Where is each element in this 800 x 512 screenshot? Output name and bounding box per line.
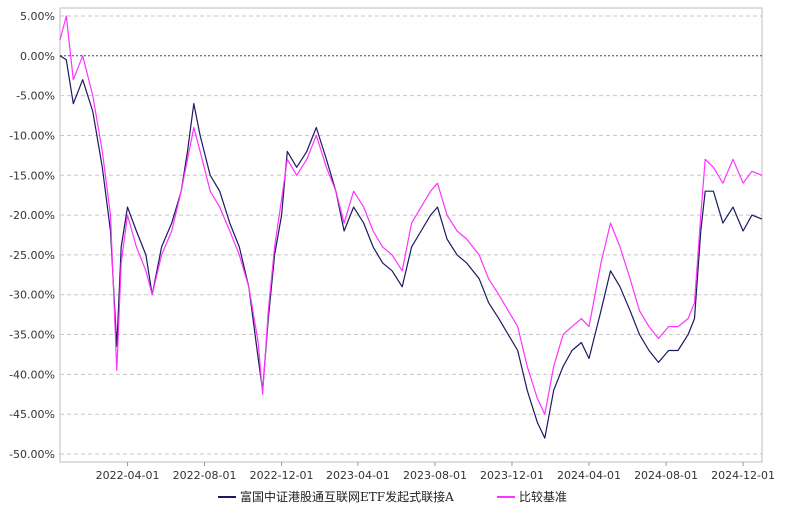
legend-label-benchmark: 比较基准 <box>519 489 567 504</box>
y-tick-label: -30.00% <box>9 289 55 302</box>
x-tick-label: 2022-04-01 <box>96 469 160 482</box>
x-tick-label: 2024-08-01 <box>634 469 698 482</box>
legend: 富国中证港股通互联网ETF发起式联接A 比较基准 <box>218 489 567 504</box>
y-tick-label: 0.00% <box>20 50 55 63</box>
x-tick-label: 2022-08-01 <box>173 469 237 482</box>
x-tick-label: 2023-12-01 <box>480 469 544 482</box>
y-axis-ticks: 5.00% 0.00% -5.00% -10.00% -15.00% -20.00% -25… <box>9 10 55 461</box>
y-tick-label: -50.00% <box>9 448 55 461</box>
series-lines <box>59 15 763 439</box>
legend-label-fund: 富国中证港股通互联网ETF发起式联接A <box>240 489 454 504</box>
y-tick-label: -25.00% <box>9 249 55 262</box>
x-tick-label: 2023-04-01 <box>326 469 390 482</box>
y-tick-label: -45.00% <box>9 408 55 421</box>
y-tick-label: -20.00% <box>9 209 55 222</box>
x-tick-label: 2024-04-01 <box>557 469 621 482</box>
series-line-fund <box>59 55 763 439</box>
x-tick-label: 2023-08-01 <box>403 469 467 482</box>
grid-lines <box>60 15 762 455</box>
plot-frame <box>59 7 763 463</box>
x-tick-label: 2022-12-01 <box>250 469 314 482</box>
x-axis-ticks: 2022-04-01 2022-08-01 2022-12-01 2023-04-01… <box>96 462 775 482</box>
y-tick-label: -5.00% <box>16 90 55 103</box>
y-tick-label: -35.00% <box>9 329 55 342</box>
series-line-benchmark <box>59 15 763 415</box>
y-tick-label: -40.00% <box>9 368 55 381</box>
y-tick-label: 5.00% <box>20 10 55 23</box>
y-tick-label: -10.00% <box>9 129 55 142</box>
y-tick-label: -15.00% <box>9 169 55 182</box>
x-tick-label: 2024-12-01 <box>711 469 775 482</box>
